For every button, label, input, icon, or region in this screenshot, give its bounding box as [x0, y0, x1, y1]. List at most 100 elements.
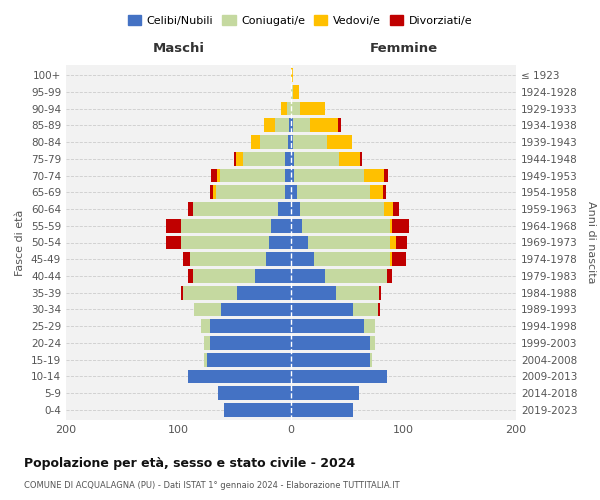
- Bar: [291, 236, 308, 250]
- Bar: [291, 286, 336, 300]
- Bar: [340, 152, 359, 166]
- Bar: [271, 219, 291, 232]
- Bar: [370, 336, 376, 350]
- Bar: [220, 168, 286, 182]
- Bar: [210, 336, 291, 350]
- Bar: [386, 269, 392, 283]
- Bar: [181, 236, 269, 250]
- Bar: [205, 336, 210, 350]
- Bar: [390, 219, 392, 232]
- Bar: [217, 168, 220, 182]
- Bar: [291, 186, 296, 199]
- Bar: [377, 302, 380, 316]
- Bar: [266, 252, 291, 266]
- Bar: [314, 252, 390, 266]
- Bar: [286, 168, 291, 182]
- Bar: [291, 320, 364, 333]
- Bar: [218, 386, 291, 400]
- Bar: [325, 269, 386, 283]
- Bar: [183, 286, 237, 300]
- Bar: [291, 403, 353, 417]
- Text: Maschi: Maschi: [152, 42, 205, 55]
- Bar: [251, 135, 260, 149]
- Bar: [291, 302, 353, 316]
- Bar: [187, 370, 291, 384]
- Bar: [286, 186, 291, 199]
- Bar: [201, 320, 210, 333]
- Bar: [275, 118, 289, 132]
- Bar: [338, 118, 341, 132]
- Bar: [215, 186, 286, 199]
- Bar: [370, 353, 372, 366]
- Bar: [214, 186, 215, 199]
- Bar: [295, 152, 340, 166]
- Bar: [291, 152, 295, 166]
- Bar: [390, 252, 392, 266]
- Bar: [223, 403, 291, 417]
- Bar: [166, 219, 181, 232]
- Y-axis label: Anni di nascita: Anni di nascita: [586, 201, 596, 284]
- Bar: [291, 118, 293, 132]
- Bar: [205, 353, 206, 366]
- Bar: [210, 186, 214, 199]
- Bar: [293, 118, 310, 132]
- Bar: [291, 135, 293, 149]
- Bar: [300, 102, 325, 116]
- Bar: [293, 85, 299, 98]
- Bar: [194, 302, 221, 316]
- Bar: [206, 353, 291, 366]
- Text: Femmine: Femmine: [370, 42, 437, 55]
- Bar: [166, 236, 181, 250]
- Bar: [287, 135, 291, 149]
- Bar: [383, 186, 386, 199]
- Bar: [287, 102, 291, 116]
- Bar: [308, 236, 390, 250]
- Bar: [310, 118, 338, 132]
- Bar: [302, 219, 390, 232]
- Bar: [187, 202, 193, 216]
- Bar: [392, 252, 406, 266]
- Bar: [291, 219, 302, 232]
- Bar: [281, 102, 287, 116]
- Bar: [291, 85, 293, 98]
- Bar: [291, 353, 370, 366]
- Bar: [395, 236, 407, 250]
- Bar: [291, 168, 295, 182]
- Bar: [370, 186, 383, 199]
- Bar: [190, 252, 266, 266]
- Bar: [353, 302, 377, 316]
- Bar: [269, 236, 291, 250]
- Bar: [327, 135, 352, 149]
- Bar: [385, 202, 394, 216]
- Bar: [233, 152, 236, 166]
- Bar: [193, 269, 255, 283]
- Bar: [392, 219, 409, 232]
- Bar: [359, 152, 362, 166]
- Bar: [394, 202, 399, 216]
- Bar: [291, 269, 325, 283]
- Text: COMUNE DI ACQUALAGNA (PU) - Dati ISTAT 1° gennaio 2024 - Elaborazione TUTTITALIA: COMUNE DI ACQUALAGNA (PU) - Dati ISTAT 1…: [24, 481, 400, 490]
- Bar: [187, 269, 193, 283]
- Bar: [293, 135, 327, 149]
- Bar: [364, 168, 385, 182]
- Bar: [286, 152, 291, 166]
- Y-axis label: Fasce di età: Fasce di età: [16, 210, 25, 276]
- Text: Popolazione per età, sesso e stato civile - 2024: Popolazione per età, sesso e stato civil…: [24, 458, 355, 470]
- Bar: [295, 168, 364, 182]
- Bar: [291, 68, 293, 82]
- Bar: [291, 370, 386, 384]
- Bar: [291, 202, 300, 216]
- Bar: [291, 336, 370, 350]
- Bar: [181, 219, 271, 232]
- Bar: [300, 202, 385, 216]
- Bar: [277, 202, 291, 216]
- Bar: [291, 102, 300, 116]
- Bar: [264, 118, 275, 132]
- Bar: [390, 236, 395, 250]
- Bar: [221, 302, 291, 316]
- Bar: [260, 135, 287, 149]
- Bar: [210, 320, 291, 333]
- Bar: [379, 286, 381, 300]
- Bar: [181, 286, 183, 300]
- Bar: [336, 286, 379, 300]
